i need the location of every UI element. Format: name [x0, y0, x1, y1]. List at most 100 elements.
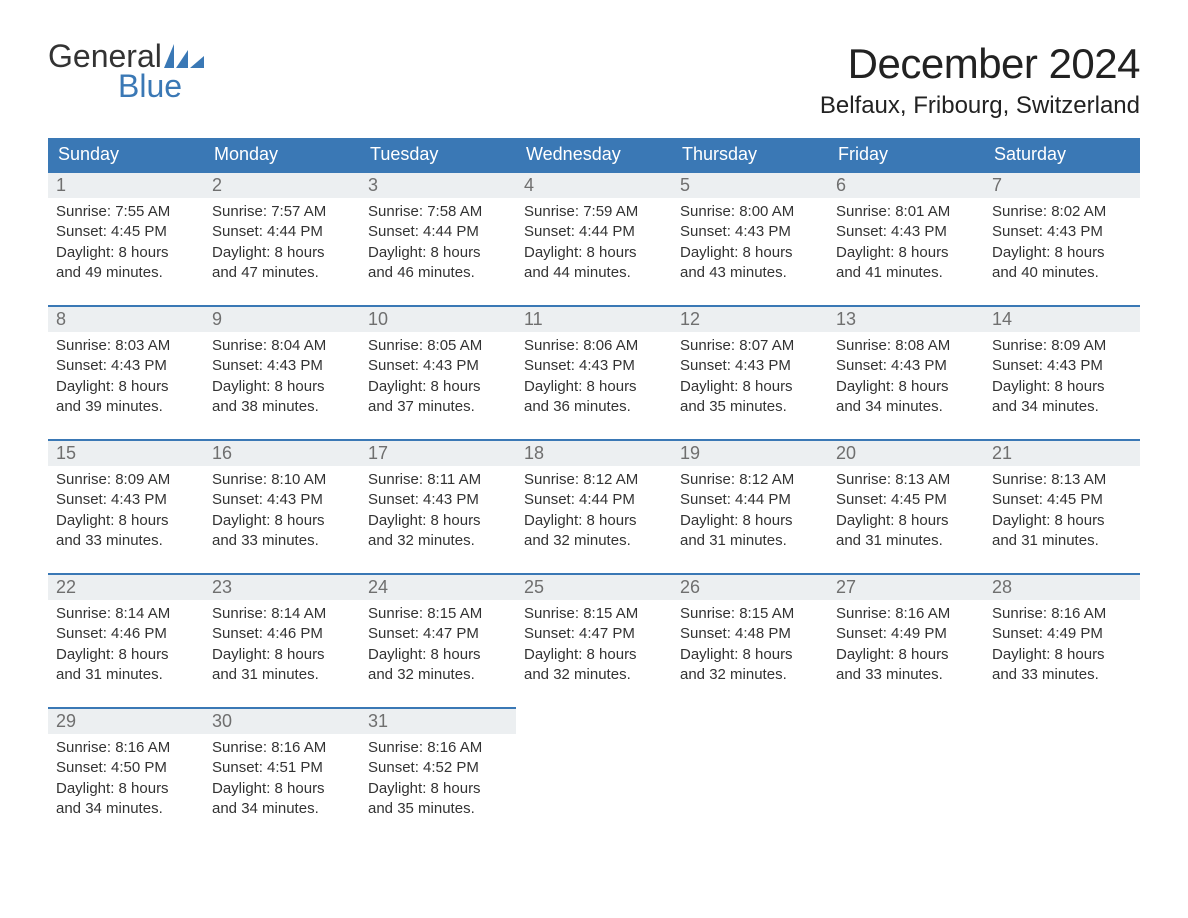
calendar-cell: 19Sunrise: 8:12 AMSunset: 4:44 PMDayligh…: [672, 440, 828, 574]
col-saturday: Saturday: [984, 138, 1140, 172]
daylight1-text: Daylight: 8 hours: [524, 377, 664, 397]
sunrise-text: Sunrise: 7:55 AM: [56, 202, 196, 222]
daylight1-text: Daylight: 8 hours: [992, 377, 1132, 397]
day-details: Sunrise: 8:03 AMSunset: 4:43 PMDaylight:…: [48, 332, 204, 417]
daylight1-text: Daylight: 8 hours: [680, 243, 820, 263]
sunset-text: Sunset: 4:47 PM: [368, 624, 508, 644]
daylight1-text: Daylight: 8 hours: [992, 243, 1132, 263]
daylight2-text: and 35 minutes.: [368, 799, 508, 819]
daylight2-text: and 32 minutes.: [524, 665, 664, 685]
sunset-text: Sunset: 4:43 PM: [836, 222, 976, 242]
sunset-text: Sunset: 4:43 PM: [680, 222, 820, 242]
day-details: Sunrise: 8:16 AMSunset: 4:49 PMDaylight:…: [828, 600, 984, 685]
calendar-cell: 25Sunrise: 8:15 AMSunset: 4:47 PMDayligh…: [516, 574, 672, 708]
daylight1-text: Daylight: 8 hours: [992, 511, 1132, 531]
logo: General Blue: [48, 40, 204, 102]
sunset-text: Sunset: 4:52 PM: [368, 758, 508, 778]
day-number: 23: [204, 575, 360, 600]
sunrise-text: Sunrise: 8:16 AM: [368, 738, 508, 758]
calendar-cell: [828, 708, 984, 841]
daylight2-text: and 37 minutes.: [368, 397, 508, 417]
daylight2-text: and 33 minutes.: [212, 531, 352, 551]
daylight2-text: and 35 minutes.: [680, 397, 820, 417]
sunrise-text: Sunrise: 8:15 AM: [524, 604, 664, 624]
day-details: Sunrise: 8:07 AMSunset: 4:43 PMDaylight:…: [672, 332, 828, 417]
daylight1-text: Daylight: 8 hours: [368, 779, 508, 799]
day-number: 7: [984, 173, 1140, 198]
sunset-text: Sunset: 4:44 PM: [368, 222, 508, 242]
calendar-cell: 2Sunrise: 7:57 AMSunset: 4:44 PMDaylight…: [204, 172, 360, 306]
sunrise-text: Sunrise: 8:04 AM: [212, 336, 352, 356]
day-details: Sunrise: 7:58 AMSunset: 4:44 PMDaylight:…: [360, 198, 516, 283]
col-wednesday: Wednesday: [516, 138, 672, 172]
calendar-cell: 11Sunrise: 8:06 AMSunset: 4:43 PMDayligh…: [516, 306, 672, 440]
daylight1-text: Daylight: 8 hours: [212, 779, 352, 799]
sunset-text: Sunset: 4:43 PM: [680, 356, 820, 376]
day-details: Sunrise: 8:12 AMSunset: 4:44 PMDaylight:…: [672, 466, 828, 551]
daylight1-text: Daylight: 8 hours: [212, 511, 352, 531]
header: General Blue December 2024 Belfaux, Frib…: [48, 40, 1140, 120]
sunrise-text: Sunrise: 8:07 AM: [680, 336, 820, 356]
day-number: 27: [828, 575, 984, 600]
calendar-cell: 7Sunrise: 8:02 AMSunset: 4:43 PMDaylight…: [984, 172, 1140, 306]
day-number: 28: [984, 575, 1140, 600]
daylight1-text: Daylight: 8 hours: [56, 645, 196, 665]
sunrise-text: Sunrise: 8:15 AM: [368, 604, 508, 624]
calendar-cell: 4Sunrise: 7:59 AMSunset: 4:44 PMDaylight…: [516, 172, 672, 306]
day-number: 19: [672, 441, 828, 466]
sunrise-text: Sunrise: 8:14 AM: [56, 604, 196, 624]
day-details: Sunrise: 7:55 AMSunset: 4:45 PMDaylight:…: [48, 198, 204, 283]
sunrise-text: Sunrise: 8:12 AM: [680, 470, 820, 490]
daylight1-text: Daylight: 8 hours: [56, 779, 196, 799]
daylight2-text: and 34 minutes.: [992, 397, 1132, 417]
daylight1-text: Daylight: 8 hours: [524, 645, 664, 665]
day-number: 2: [204, 173, 360, 198]
sunrise-text: Sunrise: 8:02 AM: [992, 202, 1132, 222]
calendar-cell: 12Sunrise: 8:07 AMSunset: 4:43 PMDayligh…: [672, 306, 828, 440]
day-number: 10: [360, 307, 516, 332]
daylight1-text: Daylight: 8 hours: [680, 645, 820, 665]
day-details: Sunrise: 8:13 AMSunset: 4:45 PMDaylight:…: [828, 466, 984, 551]
sunset-text: Sunset: 4:46 PM: [212, 624, 352, 644]
daylight2-text: and 40 minutes.: [992, 263, 1132, 283]
daylight1-text: Daylight: 8 hours: [524, 243, 664, 263]
calendar-cell: 18Sunrise: 8:12 AMSunset: 4:44 PMDayligh…: [516, 440, 672, 574]
calendar-week-row: 29Sunrise: 8:16 AMSunset: 4:50 PMDayligh…: [48, 708, 1140, 841]
day-details: Sunrise: 8:11 AMSunset: 4:43 PMDaylight:…: [360, 466, 516, 551]
day-number: 3: [360, 173, 516, 198]
day-details: Sunrise: 8:05 AMSunset: 4:43 PMDaylight:…: [360, 332, 516, 417]
title-block: December 2024 Belfaux, Fribourg, Switzer…: [820, 40, 1140, 120]
sunrise-text: Sunrise: 8:01 AM: [836, 202, 976, 222]
calendar-cell: 17Sunrise: 8:11 AMSunset: 4:43 PMDayligh…: [360, 440, 516, 574]
calendar-cell: 30Sunrise: 8:16 AMSunset: 4:51 PMDayligh…: [204, 708, 360, 841]
calendar-cell: 24Sunrise: 8:15 AMSunset: 4:47 PMDayligh…: [360, 574, 516, 708]
daylight2-text: and 31 minutes.: [836, 531, 976, 551]
sunrise-text: Sunrise: 8:16 AM: [212, 738, 352, 758]
daylight1-text: Daylight: 8 hours: [212, 645, 352, 665]
daylight2-text: and 34 minutes.: [212, 799, 352, 819]
daylight2-text: and 46 minutes.: [368, 263, 508, 283]
flag-icon: [164, 44, 204, 68]
daylight2-text: and 32 minutes.: [368, 531, 508, 551]
day-details: Sunrise: 8:08 AMSunset: 4:43 PMDaylight:…: [828, 332, 984, 417]
day-number: 18: [516, 441, 672, 466]
day-details: Sunrise: 8:15 AMSunset: 4:47 PMDaylight:…: [516, 600, 672, 685]
day-number: 25: [516, 575, 672, 600]
sunrise-text: Sunrise: 8:06 AM: [524, 336, 664, 356]
sunrise-text: Sunrise: 8:16 AM: [992, 604, 1132, 624]
sunset-text: Sunset: 4:45 PM: [56, 222, 196, 242]
daylight2-text: and 31 minutes.: [992, 531, 1132, 551]
calendar-cell: 29Sunrise: 8:16 AMSunset: 4:50 PMDayligh…: [48, 708, 204, 841]
day-details: Sunrise: 7:57 AMSunset: 4:44 PMDaylight:…: [204, 198, 360, 283]
calendar-cell: 9Sunrise: 8:04 AMSunset: 4:43 PMDaylight…: [204, 306, 360, 440]
sunrise-text: Sunrise: 8:09 AM: [56, 470, 196, 490]
daylight1-text: Daylight: 8 hours: [212, 243, 352, 263]
daylight2-text: and 47 minutes.: [212, 263, 352, 283]
day-details: Sunrise: 8:09 AMSunset: 4:43 PMDaylight:…: [48, 466, 204, 551]
col-sunday: Sunday: [48, 138, 204, 172]
calendar-cell: [984, 708, 1140, 841]
calendar-cell: 15Sunrise: 8:09 AMSunset: 4:43 PMDayligh…: [48, 440, 204, 574]
daylight2-text: and 33 minutes.: [992, 665, 1132, 685]
daylight2-text: and 31 minutes.: [56, 665, 196, 685]
sunrise-text: Sunrise: 8:16 AM: [836, 604, 976, 624]
